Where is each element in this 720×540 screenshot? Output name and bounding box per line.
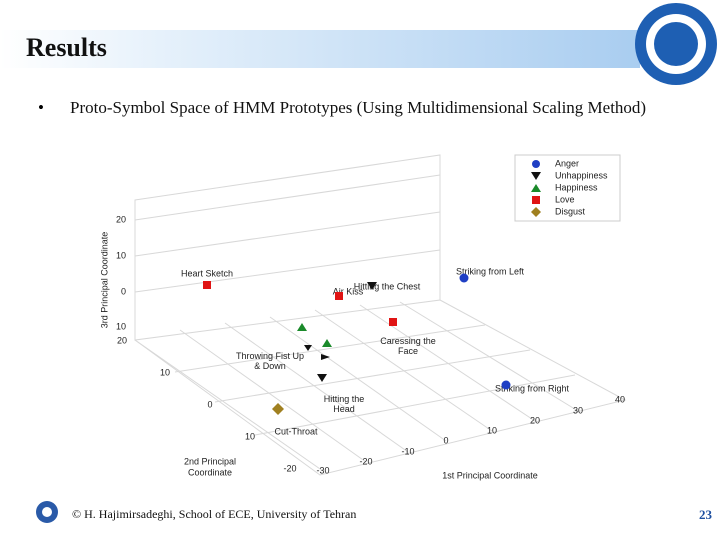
point-label: Striking from Left (456, 266, 525, 276)
point-marker (272, 403, 284, 415)
y-tick-label: 0 (207, 399, 212, 409)
z-tick-label: 20 (116, 214, 126, 224)
slide-title: Results (26, 33, 107, 62)
legend-marker (531, 207, 541, 217)
point-label-box: Hitting the Head (323, 394, 365, 414)
page-number: 23 (699, 507, 713, 522)
header-banner (0, 30, 640, 68)
point-label: Air Kiss (333, 286, 364, 296)
legend-label: Disgust (555, 206, 586, 216)
point-label: Cut-Throat (274, 426, 318, 436)
point-label-box: Throwing Fist Up & Down (235, 351, 305, 371)
x-tick-label: 10 (487, 425, 497, 435)
legend-label: Love (555, 194, 575, 204)
point-marker (335, 292, 343, 300)
y-axis-label: Coordinate (188, 467, 232, 477)
grid-lines (134, 174, 579, 472)
point-marker (321, 354, 330, 360)
point-label: Caressing the Face (380, 336, 436, 356)
z-axis-label: 3rd Principal Coordinate (99, 232, 109, 329)
x-tick-label: 20 (530, 415, 540, 425)
legend-marker (532, 196, 540, 204)
x-tick-label: -30 (316, 465, 329, 475)
point-label: Striking from Right (495, 383, 570, 393)
point-marker (322, 339, 332, 347)
point-marker (389, 318, 397, 326)
point-label-box: Caressing the Face (380, 336, 436, 356)
point-marker (297, 323, 307, 331)
university-logo (635, 3, 717, 85)
x-tick-label: 40 (615, 394, 625, 404)
mds-plot: 20 10 0 10 3rd Principal Coordinate 20 1… (99, 154, 627, 480)
legend-label: Happiness (555, 182, 598, 192)
point-label: Hitting the Chest (354, 281, 421, 291)
legend-marker (532, 160, 540, 168)
footer-logo (36, 501, 58, 523)
legend-label: Anger (555, 158, 579, 168)
x-tick-label: 30 (573, 405, 583, 415)
legend-label: Unhappiness (555, 170, 608, 180)
z-tick-label: 10 (116, 250, 126, 260)
y-tick-label: -20 (283, 463, 296, 473)
y-tick-label: 10 (245, 431, 255, 441)
point-marker (459, 273, 469, 283)
point-marker (367, 282, 377, 290)
point-marker (501, 380, 511, 390)
legend-box (514, 154, 621, 222)
y-tick-label: 20 (117, 335, 127, 345)
x-tick-label: -10 (401, 446, 414, 456)
x-tick-label: 0 (443, 435, 448, 445)
point-marker (203, 281, 211, 289)
legend-marker (531, 184, 541, 192)
point-label: Throwing Fist Up & Down (235, 351, 305, 371)
y-axis-label: 2nd Principal (184, 456, 236, 466)
legend-marker (531, 172, 541, 180)
bullet-dot: • (38, 98, 44, 117)
point-marker (304, 345, 312, 351)
legend: Anger Unhappiness Happiness Love Disgust (531, 158, 608, 217)
y-tick-label: 10 (160, 367, 170, 377)
point-label: Heart Sketch (181, 268, 233, 278)
z-tick-label: 10 (116, 321, 126, 331)
plot-box (134, 154, 627, 476)
footer-credit: © H. Hajimirsadeghi, School of ECE, Univ… (72, 507, 356, 521)
point-label: Hitting the Head (323, 394, 365, 414)
bullet-text: Proto-Symbol Space of HMM Prototypes (Us… (70, 98, 647, 117)
point-marker (317, 374, 327, 382)
x-axis-label: 1st Principal Coordinate (442, 470, 538, 480)
x-tick-label: -20 (359, 456, 372, 466)
z-tick-label: 0 (121, 286, 126, 296)
